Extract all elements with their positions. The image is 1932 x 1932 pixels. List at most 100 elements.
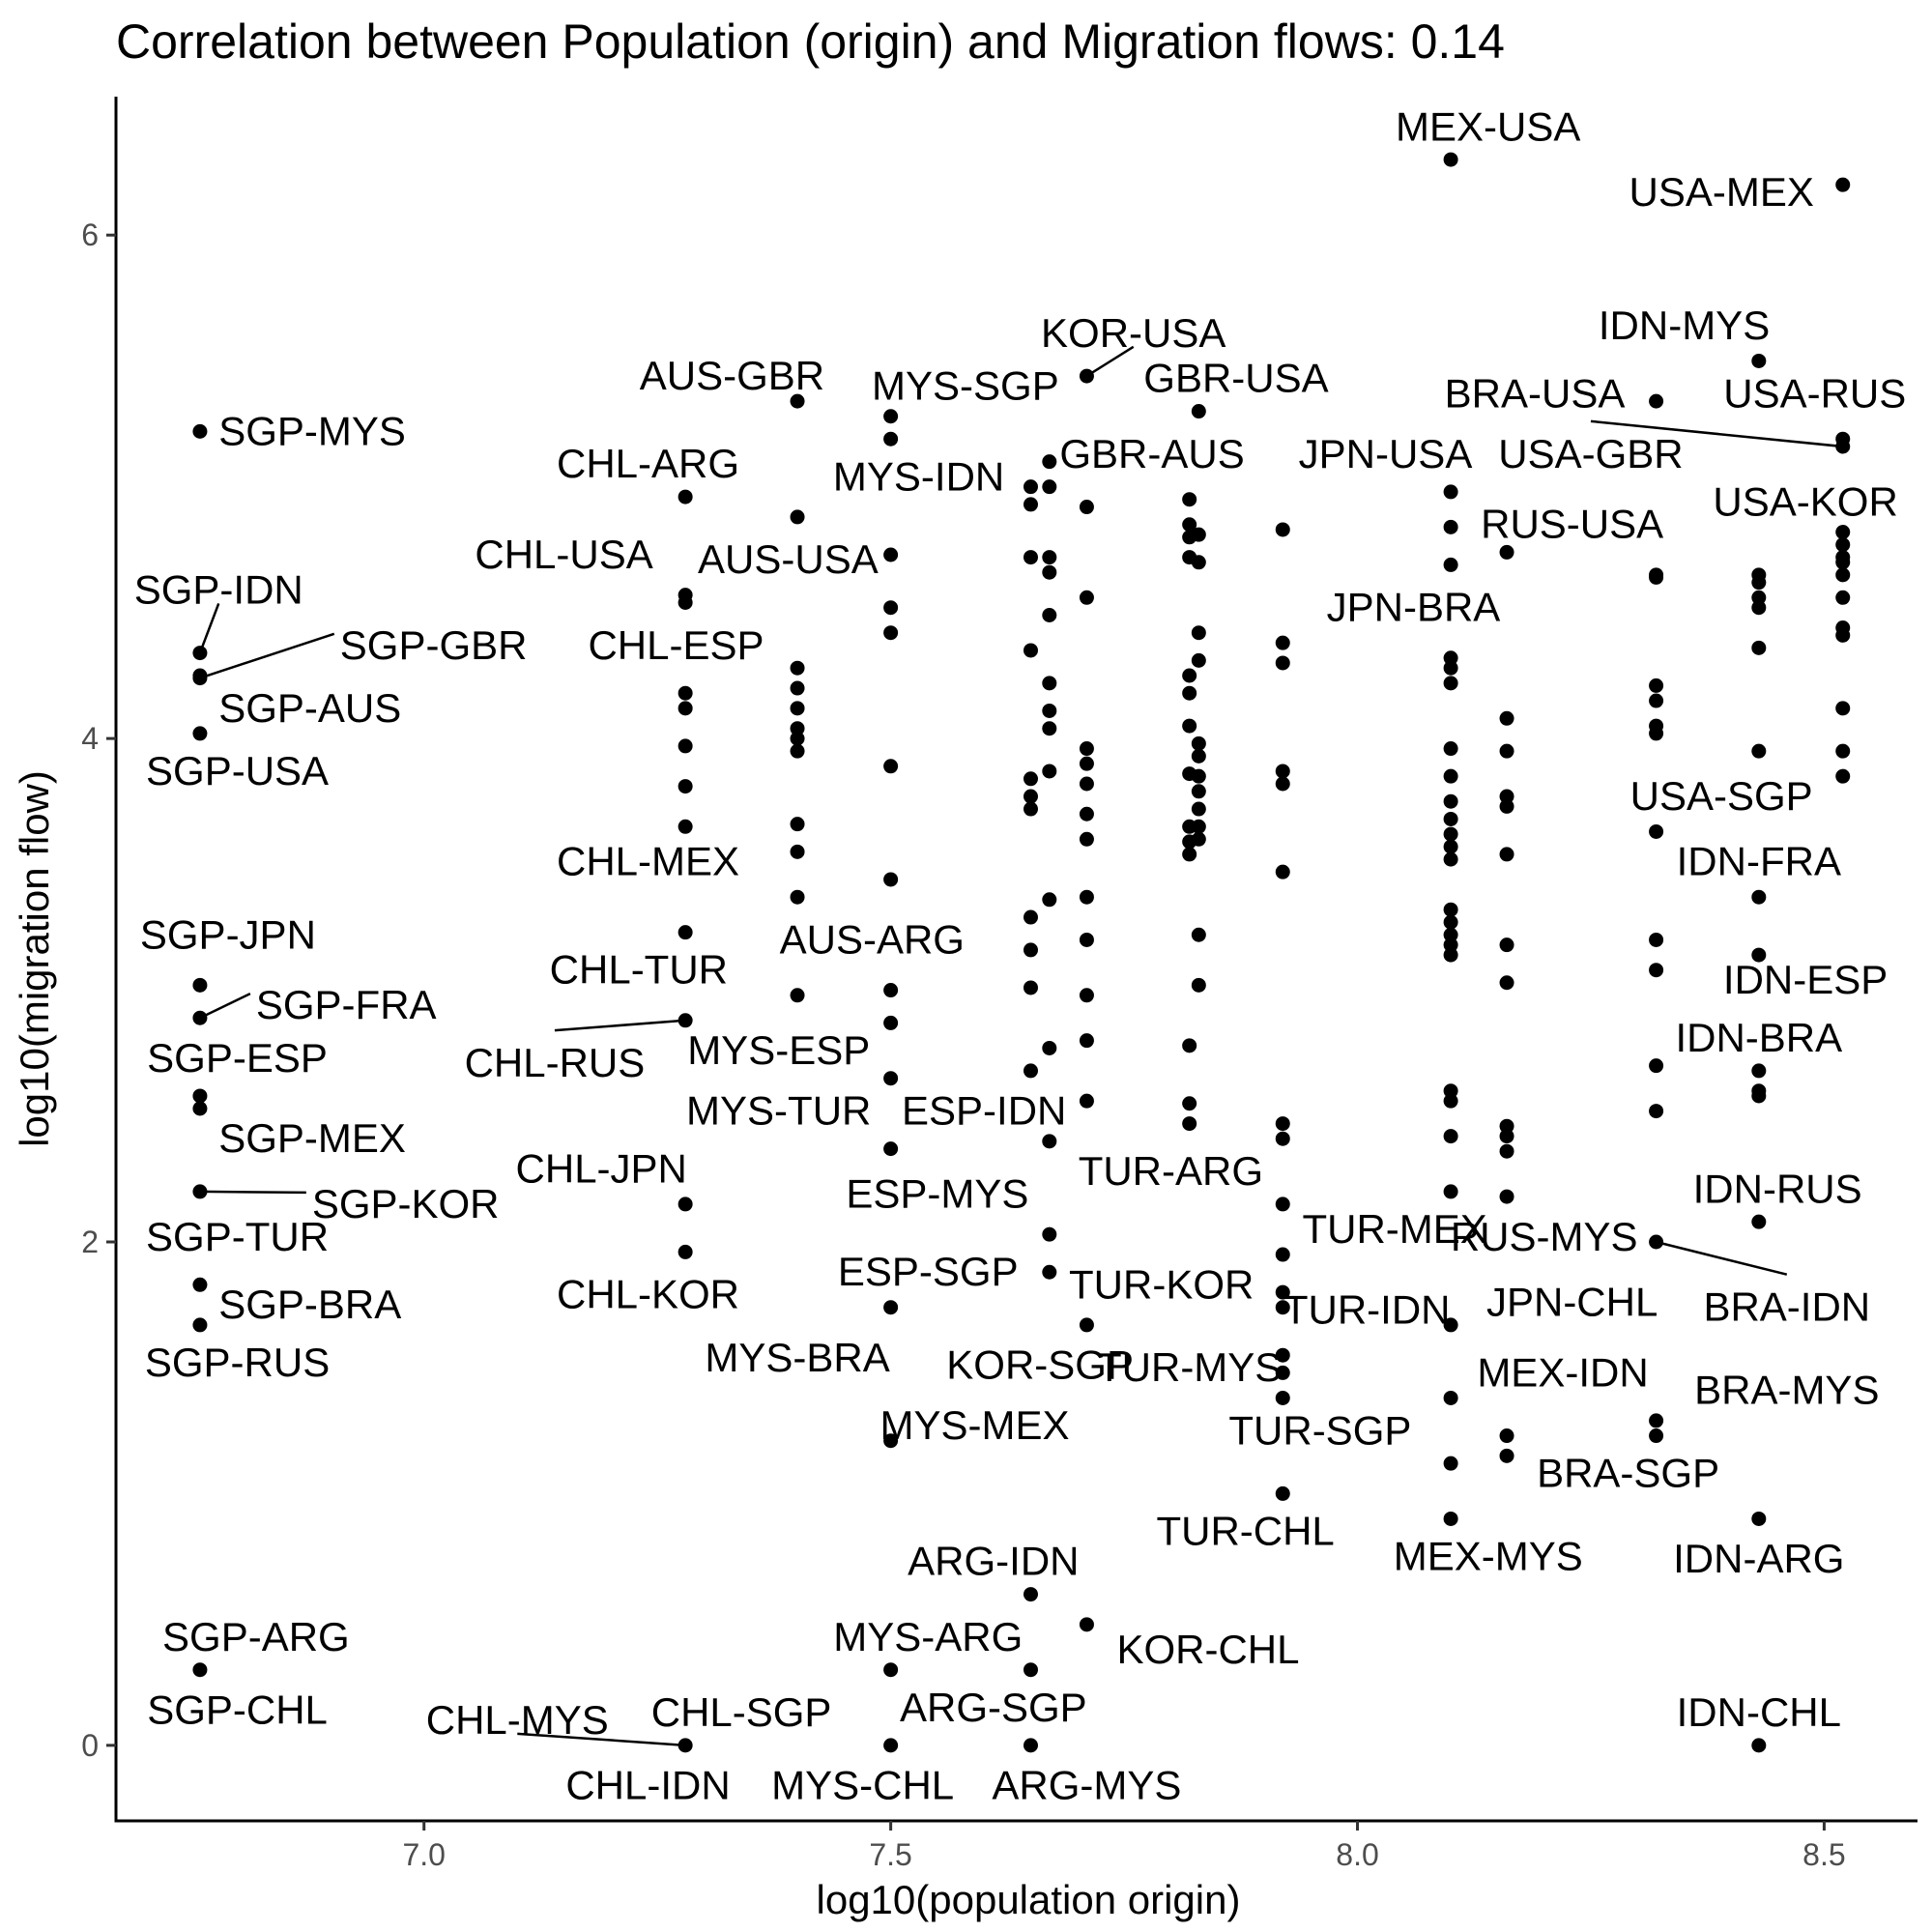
data-point xyxy=(1275,655,1290,671)
data-point xyxy=(1023,643,1038,658)
data-point xyxy=(1191,819,1206,834)
data-point xyxy=(1649,823,1664,839)
data-point xyxy=(790,509,805,525)
data-point xyxy=(1042,764,1057,779)
data-point xyxy=(1042,564,1057,580)
data-point xyxy=(1079,806,1094,822)
data-point xyxy=(192,1277,208,1292)
data-point xyxy=(1751,1063,1767,1079)
data-point xyxy=(1499,1129,1514,1144)
data-point xyxy=(790,701,805,716)
data-point xyxy=(1751,640,1767,655)
point-label: SGP-AUS xyxy=(218,685,401,731)
data-point xyxy=(883,872,899,887)
data-point xyxy=(1751,575,1767,591)
data-point xyxy=(1835,627,1851,643)
point-label: CHL-JPN xyxy=(516,1145,687,1191)
data-point xyxy=(1275,1116,1290,1132)
data-point xyxy=(1751,1088,1767,1104)
data-point xyxy=(883,1300,899,1315)
y-tick-label: 4 xyxy=(81,721,99,756)
data-point xyxy=(790,680,805,696)
data-point xyxy=(678,738,693,754)
y-tick-label: 0 xyxy=(81,1728,99,1763)
point-label: RUS-MYS xyxy=(1451,1214,1638,1259)
data-point xyxy=(883,759,899,774)
data-point xyxy=(883,1071,899,1086)
data-point xyxy=(678,779,693,794)
data-point xyxy=(1191,748,1206,764)
x-tick-label: 7.5 xyxy=(869,1837,911,1872)
data-point xyxy=(1499,544,1514,560)
data-point xyxy=(1275,522,1290,537)
data-point xyxy=(678,594,693,610)
data-point xyxy=(1079,932,1094,947)
point-label: USA-GBR xyxy=(1498,431,1683,476)
data-point xyxy=(1443,1317,1458,1333)
data-point xyxy=(1023,771,1038,787)
point-label: BRA-IDN xyxy=(1703,1284,1870,1330)
data-point xyxy=(678,1013,693,1028)
data-point xyxy=(678,1197,693,1212)
data-point xyxy=(1023,942,1038,958)
point-label: SGP-ESP xyxy=(147,1035,328,1081)
data-point xyxy=(1443,793,1458,809)
data-point xyxy=(1443,557,1458,572)
data-point xyxy=(1443,484,1458,500)
data-point xyxy=(1649,726,1664,741)
point-label: TUR-MEX xyxy=(1302,1206,1486,1252)
data-point xyxy=(1042,676,1057,691)
x-tick-label: 8.5 xyxy=(1802,1837,1845,1872)
data-point xyxy=(678,1244,693,1259)
data-point xyxy=(883,1433,899,1449)
data-point xyxy=(192,1010,208,1025)
chart-title: Correlation between Population (origin) … xyxy=(116,14,1505,69)
point-label: MYS-ESP xyxy=(687,1027,870,1073)
point-label: ESP-MYS xyxy=(846,1171,1028,1217)
data-point xyxy=(192,423,208,439)
data-point xyxy=(1191,404,1206,419)
data-point xyxy=(1443,660,1458,676)
data-point xyxy=(1751,1214,1767,1229)
data-point xyxy=(1275,1347,1290,1363)
data-point xyxy=(1275,1485,1290,1501)
point-label: IDN-MYS xyxy=(1599,303,1770,348)
point-label: CHL-IDN xyxy=(565,1763,730,1808)
data-point xyxy=(1649,1058,1664,1074)
point-label: IDN-ESP xyxy=(1723,957,1888,1002)
data-point xyxy=(1042,479,1057,495)
data-point xyxy=(192,1662,208,1678)
data-point xyxy=(192,646,208,661)
data-point xyxy=(1042,721,1057,736)
data-point xyxy=(1751,889,1767,905)
data-point xyxy=(1443,937,1458,953)
data-point xyxy=(1443,676,1458,691)
point-label: RUS-USA xyxy=(1481,502,1663,547)
data-point xyxy=(1499,1448,1514,1463)
x-axis-label: log10(population origin) xyxy=(817,1877,1241,1922)
data-point xyxy=(1499,789,1514,804)
data-point xyxy=(1182,492,1197,507)
y-axis-label: log10(migration flow) xyxy=(12,770,57,1147)
point-label: AUS-ARG xyxy=(780,916,965,962)
data-point xyxy=(1182,668,1197,683)
data-point xyxy=(1275,1365,1290,1380)
data-point xyxy=(1182,718,1197,734)
data-point xyxy=(1023,1738,1038,1753)
data-point xyxy=(1023,980,1038,995)
point-label: SGP-ARG xyxy=(162,1614,350,1659)
data-point xyxy=(1443,768,1458,784)
x-tick-label: 8.0 xyxy=(1336,1837,1378,1872)
data-point xyxy=(1079,988,1094,1003)
data-point xyxy=(1835,701,1851,716)
data-point xyxy=(1079,500,1094,515)
data-point xyxy=(1275,1197,1290,1212)
data-point xyxy=(1499,975,1514,991)
data-point xyxy=(192,1184,208,1199)
point-label: SGP-JPN xyxy=(140,911,316,957)
data-point xyxy=(883,625,899,641)
label-leader-line xyxy=(1656,1240,1788,1276)
data-point xyxy=(192,1317,208,1333)
data-point xyxy=(1499,1189,1514,1204)
data-point xyxy=(1499,1118,1514,1134)
